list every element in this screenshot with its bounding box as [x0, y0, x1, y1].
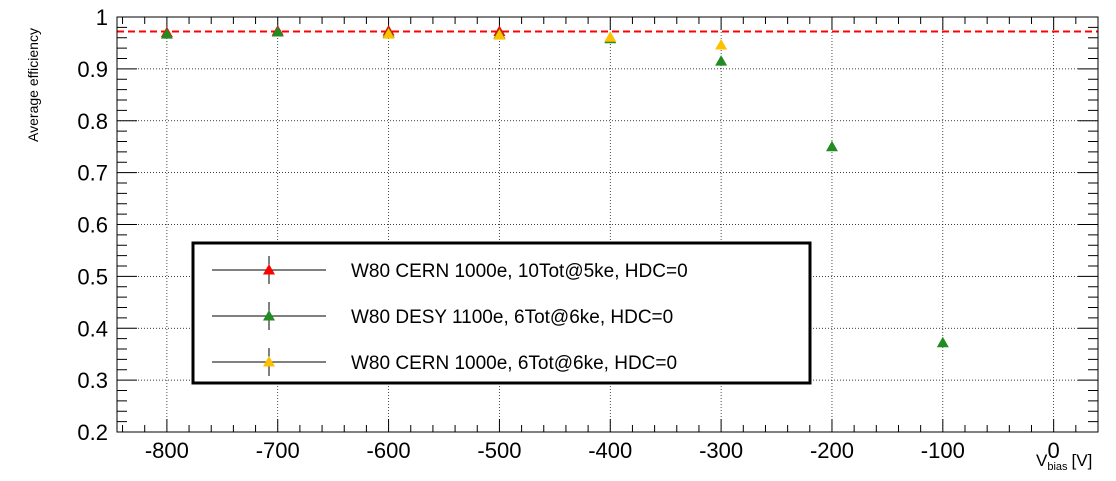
legend-label: W80 DESY 1100e, 6Tot@6ke, HDC=0	[351, 307, 673, 328]
x-tick-label: -300	[699, 438, 743, 463]
data-point	[493, 29, 506, 40]
x-axis-title-subscript: bias	[1047, 461, 1068, 473]
legend-marker	[263, 264, 275, 275]
grid-lines	[117, 16, 1098, 433]
data-point	[604, 31, 617, 42]
x-tick-label: 0	[1048, 438, 1060, 463]
y-tick-label: 1	[96, 5, 108, 30]
data-point	[160, 28, 173, 39]
data-point	[715, 39, 728, 50]
data-points	[160, 25, 949, 348]
y-tick-label: 0.2	[77, 420, 108, 445]
legend-label: W80 CERN 1000e, 10Tot@5ke, HDC=0	[351, 261, 688, 282]
data-point	[936, 336, 949, 348]
x-tick-label: -600	[367, 438, 411, 463]
x-tick-label: -200	[810, 438, 854, 463]
x-axis: -800 -700 -600 -500 -400 -300 -200 -100 0	[122, 17, 1099, 463]
legend-label: W80 CERN 1000e, 6Tot@6ke, HDC=0	[351, 353, 677, 374]
y-tick-label: 0.3	[77, 368, 108, 393]
data-point	[825, 140, 838, 152]
data-point	[382, 28, 395, 39]
x-axis-title-main: V	[1036, 451, 1048, 470]
y-axis: 0.2 0.3 0.4 0.5 0.6 0.7 0.8 0.9 1	[77, 5, 1098, 445]
x-tick-label: -800	[145, 438, 189, 463]
x-axis-title-unit: [V]	[1072, 451, 1093, 470]
data-point	[715, 55, 728, 66]
legend-entry: W80 DESY 1100e, 6Tot@6ke, HDC=0	[212, 302, 673, 330]
y-tick-label: 0.5	[77, 264, 108, 289]
x-tick-label: -100	[921, 438, 965, 463]
y-tick-label: 0.6	[77, 213, 108, 238]
legend-entry: W80 CERN 1000e, 10Tot@5ke, HDC=0	[212, 256, 688, 284]
legend-box	[191, 241, 812, 385]
x-tick-label: -500	[477, 438, 521, 463]
x-tick-label: -700	[256, 438, 300, 463]
y-tick-label: 0.7	[77, 161, 108, 186]
legend-marker	[263, 310, 275, 321]
x-axis-title: Vbias [V]	[1036, 451, 1092, 473]
legend-marker	[263, 356, 275, 367]
legend-entry: W80 CERN 1000e, 6Tot@6ke, HDC=0	[212, 348, 677, 376]
legend: W80 CERN 1000e, 10Tot@5ke, HDC=0 W80 DES…	[191, 241, 812, 385]
y-tick-label: 0.9	[77, 57, 108, 82]
data-point	[271, 26, 284, 37]
y-tick-label: 0.4	[77, 316, 108, 341]
y-tick-label: 0.8	[77, 109, 108, 134]
y-axis-title: Average efficiency	[25, 28, 41, 142]
x-tick-label: -400	[588, 438, 632, 463]
